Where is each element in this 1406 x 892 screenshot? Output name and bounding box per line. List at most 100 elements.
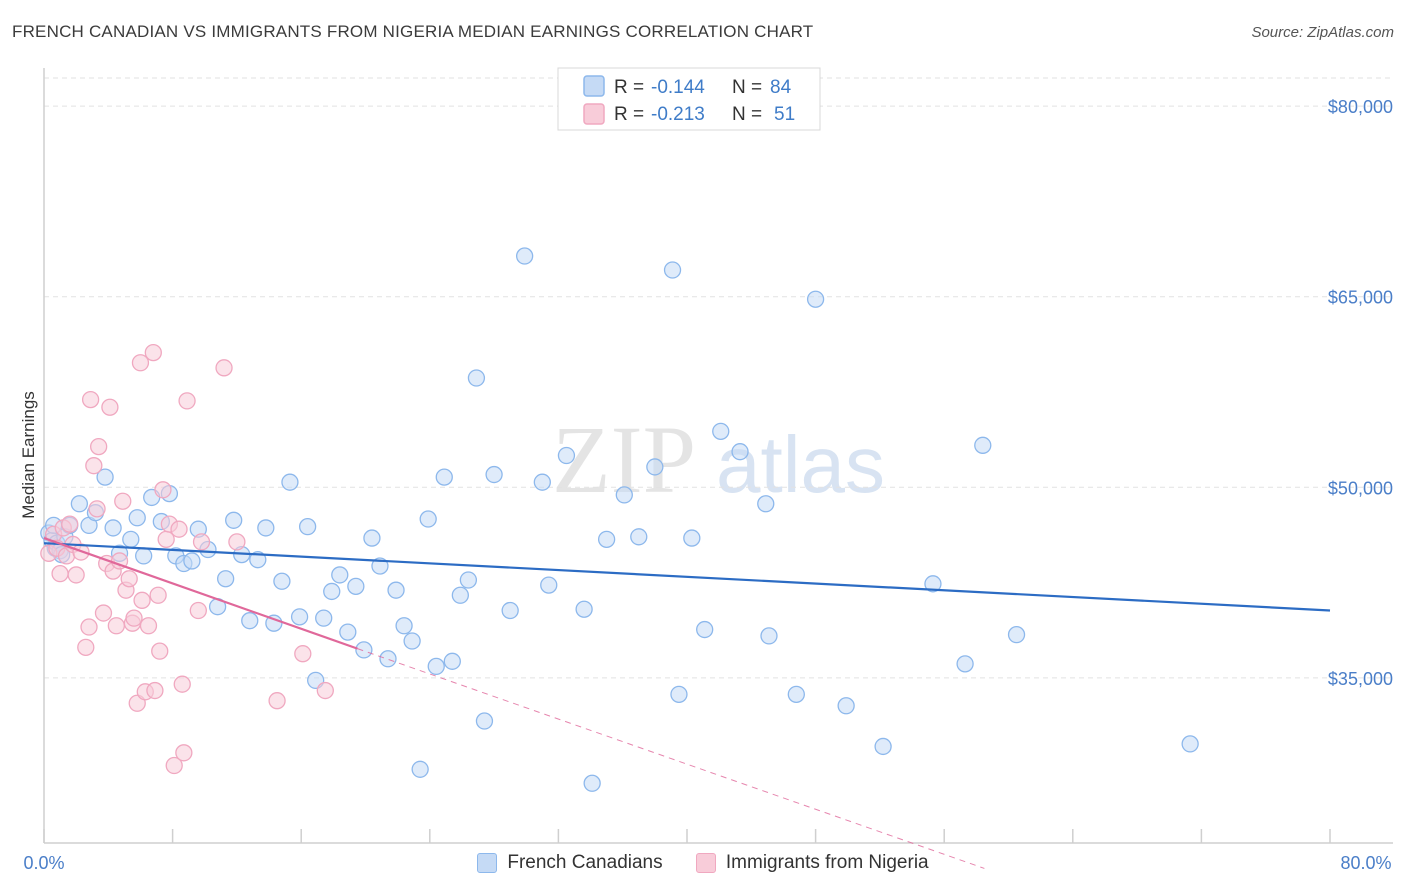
point-s1-6 xyxy=(61,515,79,533)
stats-r-value-pink: -0.213 xyxy=(651,104,705,125)
point-s0-40 xyxy=(323,582,341,601)
point-s0-85 xyxy=(956,655,974,673)
point-s1-11 xyxy=(80,618,98,636)
point-s0-48 xyxy=(387,581,405,599)
point-s1-8 xyxy=(67,566,85,584)
point-s1-20 xyxy=(107,617,125,635)
point-s0-78 xyxy=(757,495,775,513)
point-s0-63 xyxy=(533,473,551,491)
point-s0-49 xyxy=(395,617,413,635)
point-s1-31 xyxy=(139,617,158,635)
point-s0-57 xyxy=(459,571,478,589)
point-s0-47 xyxy=(379,650,397,668)
point-s1-15 xyxy=(90,437,108,456)
point-s1-28 xyxy=(131,354,150,372)
y-tick-label-3: $80,000 xyxy=(1328,97,1393,117)
stats-legend-swatch-pink xyxy=(583,103,605,125)
stats-legend: R = -0.144 N = 84 R = -0.213 N = 51 xyxy=(557,67,821,131)
data-points xyxy=(40,247,1199,792)
point-s0-23 xyxy=(183,552,201,570)
point-s1-16 xyxy=(94,604,113,622)
point-s0-15 xyxy=(122,530,140,549)
point-s0-74 xyxy=(683,529,701,547)
stats-legend-swatch-blue xyxy=(583,75,605,97)
point-s0-34 xyxy=(273,572,291,590)
stats-r-label-pink: R = xyxy=(614,104,644,125)
series-legend: French Canadians Immigrants from Nigeria xyxy=(0,852,1406,879)
point-s1-12 xyxy=(81,390,100,409)
point-s0-81 xyxy=(806,290,825,308)
point-s0-53 xyxy=(427,657,445,676)
point-s0-76 xyxy=(712,422,730,441)
point-s0-16 xyxy=(128,509,146,527)
y-axis-tick-labels: $35,000 $50,000 $65,000 $80,000 xyxy=(1328,97,1393,689)
point-s1-45 xyxy=(192,533,211,551)
point-s0-79 xyxy=(760,627,778,645)
trend-line-s0 xyxy=(43,542,1331,612)
point-s0-65 xyxy=(557,446,576,465)
point-s0-39 xyxy=(315,609,333,627)
point-s0-45 xyxy=(363,529,381,547)
point-s0-41 xyxy=(331,566,349,584)
point-s0-33 xyxy=(265,614,283,632)
source-credit: Source: ZipAtlas.com xyxy=(1251,24,1394,41)
legend-item-french-canadians[interactable]: French Canadians xyxy=(477,852,663,874)
point-s1-10 xyxy=(77,638,95,656)
series-1-points xyxy=(40,343,334,775)
point-s1-26 xyxy=(125,609,143,627)
point-s1-47 xyxy=(228,533,246,551)
point-s0-87 xyxy=(1007,625,1026,644)
point-s0-51 xyxy=(411,760,429,778)
point-s0-43 xyxy=(347,577,365,596)
stats-n-label-pink: N = xyxy=(732,104,762,125)
point-s0-55 xyxy=(443,652,461,670)
point-s0-50 xyxy=(403,632,421,650)
legend-label-french-canadians: French Canadians xyxy=(507,852,663,873)
point-s0-36 xyxy=(290,608,309,626)
point-s1-48 xyxy=(268,692,286,710)
point-s1-43 xyxy=(178,392,196,410)
point-s0-64 xyxy=(540,576,558,594)
series-0-points xyxy=(40,247,1199,792)
point-s0-9 xyxy=(70,495,89,513)
y-tick-label-2: $65,000 xyxy=(1328,288,1393,308)
point-s0-59 xyxy=(475,712,494,730)
y-tick-label-1: $50,000 xyxy=(1328,478,1393,498)
point-s0-44 xyxy=(355,641,373,659)
chart-title: FRENCH CANADIAN VS IMMIGRANTS FROM NIGER… xyxy=(12,22,814,41)
point-s0-42 xyxy=(339,623,357,641)
point-s0-67 xyxy=(583,774,601,792)
point-s1-44 xyxy=(189,601,207,620)
x-tick-label-min: 0.0% xyxy=(23,853,64,873)
point-s1-32 xyxy=(144,343,162,362)
point-s1-35 xyxy=(151,642,169,660)
point-s1-50 xyxy=(316,681,334,700)
point-s0-70 xyxy=(630,528,648,546)
point-s0-31 xyxy=(249,551,267,569)
legend-swatch-french-canadians xyxy=(477,853,498,873)
point-s0-58 xyxy=(467,369,486,387)
x-tick-label-max: 80.0% xyxy=(1340,853,1391,873)
trend-line-s1 xyxy=(43,537,358,650)
point-s0-32 xyxy=(257,519,275,537)
point-s1-3 xyxy=(51,565,69,583)
point-s0-72 xyxy=(663,261,682,279)
point-s1-49 xyxy=(294,645,312,663)
point-s1-14 xyxy=(88,500,106,518)
point-s1-41 xyxy=(173,675,191,693)
stats-n-value-blue: 84 xyxy=(770,77,792,98)
point-s0-61 xyxy=(501,601,519,620)
point-s0-52 xyxy=(419,510,437,528)
point-s0-12 xyxy=(96,468,114,486)
legend-item-immigrants-from-nigeria[interactable]: Immigrants from Nigeria xyxy=(695,852,929,874)
point-s0-71 xyxy=(646,458,664,476)
point-s0-17 xyxy=(135,547,153,565)
point-s1-22 xyxy=(114,492,132,510)
point-s0-62 xyxy=(515,247,534,265)
legend-label-immigrants-from-nigeria: Immigrants from Nigeria xyxy=(725,852,929,873)
point-s0-68 xyxy=(597,530,616,549)
point-s1-18 xyxy=(101,398,119,416)
point-s0-37 xyxy=(298,517,317,536)
point-s0-35 xyxy=(281,473,299,491)
